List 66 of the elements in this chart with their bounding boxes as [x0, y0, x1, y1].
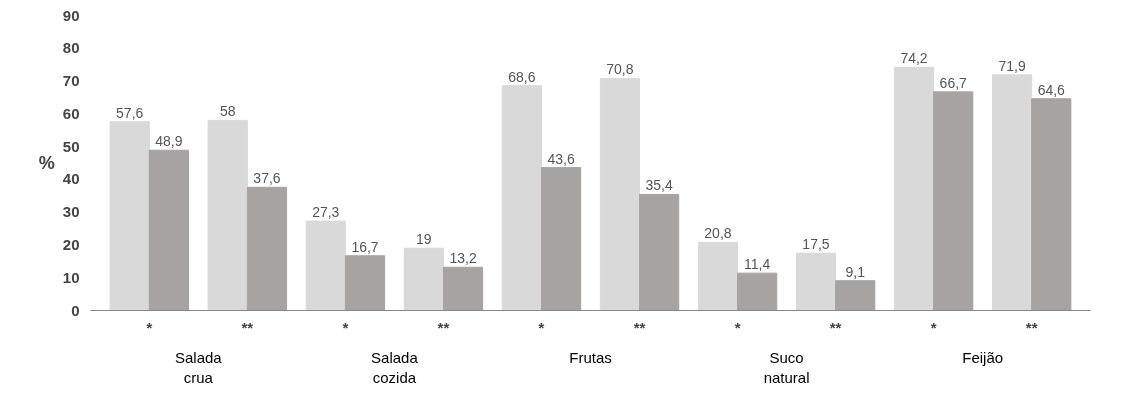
bar [403, 247, 444, 311]
data-label: 37,6 [253, 170, 281, 187]
x-tick-label: ** [633, 318, 646, 336]
bar [737, 272, 778, 311]
data-label: 43,6 [547, 150, 575, 167]
bar [933, 91, 974, 311]
x-tick-label: * [538, 318, 545, 336]
bar [207, 119, 248, 311]
y-tick-label: 30 [62, 203, 80, 221]
bar [305, 220, 346, 311]
bar [697, 241, 739, 311]
bar [991, 74, 1033, 311]
y-tick-label: 80 [62, 39, 80, 57]
data-label: 66,7 [939, 74, 968, 91]
data-label: 57,6 [116, 104, 144, 121]
data-label: 68,6 [508, 68, 536, 85]
bar [442, 266, 484, 311]
data-label: 13,2 [449, 250, 477, 267]
y-tick-label: 60 [62, 104, 80, 122]
x-tick-label: ** [437, 318, 450, 336]
bar [893, 66, 935, 311]
text: Salada cozida [371, 348, 419, 386]
y-tick-label: 0 [71, 301, 80, 319]
data-label: 11,4 [744, 256, 771, 273]
bar [540, 167, 582, 311]
data-label: 19 [416, 231, 432, 248]
bar [109, 121, 150, 311]
text: Suco natural [763, 348, 810, 386]
bar [639, 193, 680, 311]
data-label: 58 [219, 103, 236, 120]
text: Feijão [962, 348, 1004, 366]
x-tick-label: ** [1025, 318, 1038, 336]
bar [599, 77, 641, 311]
x-tick-label: ** [241, 318, 254, 336]
data-label: 9,1 [845, 263, 866, 280]
x-tick-label: * [146, 318, 153, 336]
bar [501, 85, 542, 311]
data-label: 16,7 [351, 238, 379, 255]
y-tick-label: 70 [62, 72, 80, 90]
x-tick-label: ** [829, 318, 842, 336]
data-label: 64,6 [1037, 81, 1066, 98]
data-label: 70,8 [606, 61, 634, 78]
text: Frutas [569, 348, 612, 366]
y-tick-label: 20 [62, 235, 80, 253]
bar [1031, 98, 1072, 311]
bar [835, 280, 876, 311]
data-label: 20,8 [704, 225, 732, 242]
y-tick-label: 10 [62, 268, 80, 286]
x-tick-label: * [734, 318, 741, 336]
text: Salada crua [174, 348, 223, 386]
y-tick-label: 40 [62, 170, 80, 188]
data-label: 27,3 [312, 204, 340, 221]
x-tick-label: * [342, 318, 349, 336]
data-label: 48,9 [155, 133, 183, 150]
data-label: 71,9 [998, 57, 1026, 74]
y-tick-label: 90 [62, 6, 80, 24]
bar [795, 252, 837, 311]
data-label: 17,5 [802, 236, 830, 253]
x-tick-label: * [930, 318, 937, 336]
bar [148, 149, 190, 311]
y-tick-label: 50 [62, 137, 80, 155]
y-axis-title: % [38, 153, 55, 173]
bar [246, 186, 288, 311]
bar [344, 255, 386, 311]
data-label: 35,4 [645, 177, 673, 194]
data-label: 74,2 [900, 50, 928, 67]
